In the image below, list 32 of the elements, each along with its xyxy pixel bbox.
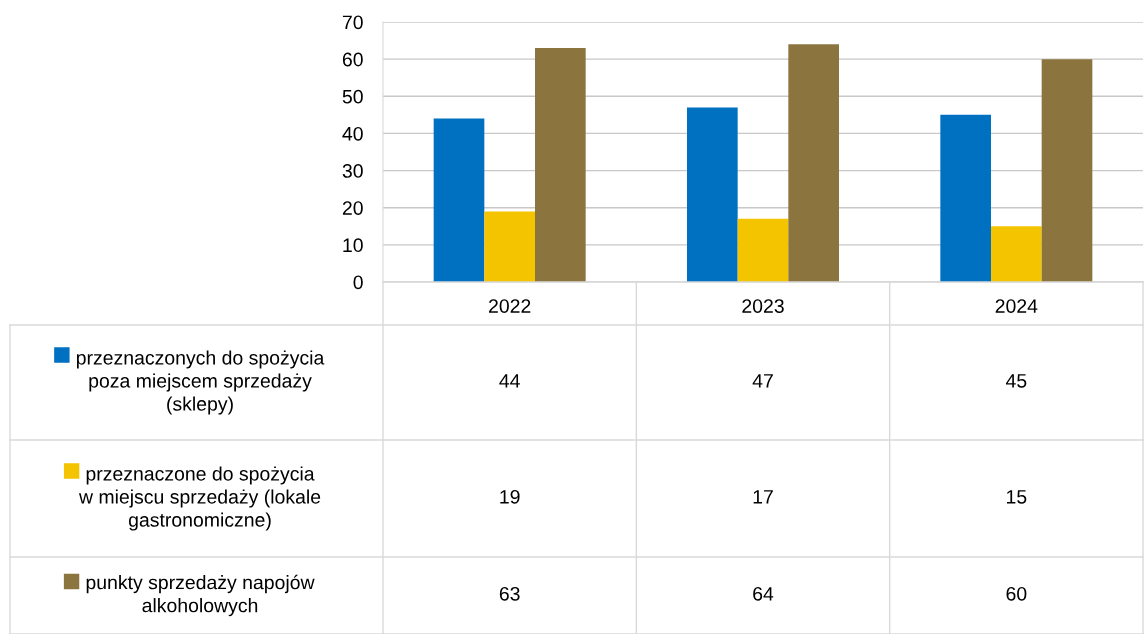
bar [788,44,839,282]
data-label: 60 [1006,586,1027,601]
data-label: 64 [753,586,774,601]
x-tick-label: 2024 [995,299,1038,313]
y-tick-label: 50 [342,89,363,104]
bar [535,48,586,282]
y-tick-label: 70 [342,15,363,30]
y-tick-label: 0 [353,275,363,290]
x-tick-label: 2022 [489,299,531,313]
data-label: 19 [500,489,520,504]
x-tick-label: 2023 [742,299,784,313]
bar [687,107,738,282]
bar [737,218,789,282]
y-tick-label: 60 [342,52,363,67]
y-tick-label: 10 [343,238,363,253]
bar [940,114,991,282]
legend-label: przeznaczonych do spożycia poza miejscem sprzedaży (sklepy) [76,350,325,415]
bar [484,211,535,282]
bar [1041,59,1093,282]
bar [991,226,1042,282]
data-label: 17 [753,490,773,504]
y-tick-label: 40 [342,126,363,141]
data-label: 15 [1007,490,1027,504]
data-label: 63 [499,586,520,601]
legend-label: punkty sprzedaży napojów alkoholowych [86,574,315,617]
y-tick-label: 30 [342,164,363,178]
bar [433,118,485,282]
legend-label: przeznaczone do spożycia w miejscu sprzedaży (lokale gastronomiczne) [78,466,321,531]
data-label: 45 [1005,374,1027,388]
data-label: 44 [499,374,520,388]
data-label: 47 [752,374,773,388]
y-tick-label: 20 [342,201,363,215]
